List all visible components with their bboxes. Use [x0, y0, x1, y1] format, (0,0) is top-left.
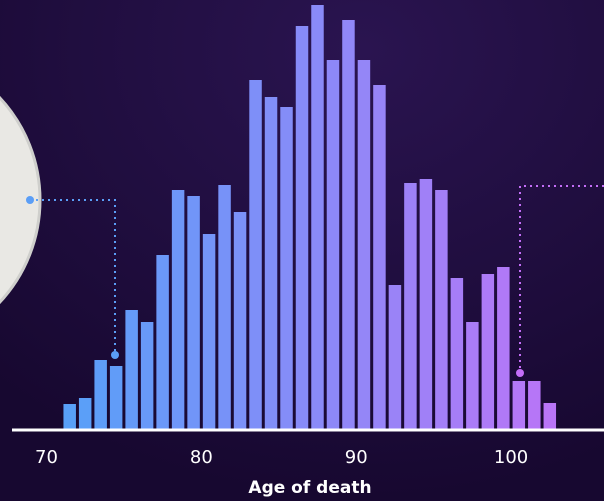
bar — [63, 404, 76, 430]
bar — [435, 190, 448, 430]
x-axis-label: Age of death — [248, 478, 371, 498]
annotation-line — [519, 185, 604, 373]
x-tick-label: 100 — [494, 447, 528, 468]
bar — [78, 398, 92, 430]
bar — [140, 322, 154, 430]
bar — [497, 267, 510, 430]
bar — [202, 234, 216, 430]
bar — [450, 278, 464, 430]
bar — [109, 366, 123, 430]
bar — [357, 60, 371, 430]
bar — [233, 212, 247, 430]
bar — [218, 185, 231, 430]
bar — [373, 85, 386, 430]
bar — [481, 274, 495, 430]
bar — [388, 285, 402, 430]
bar — [342, 20, 355, 430]
bar — [156, 255, 169, 430]
bar — [125, 310, 138, 430]
bar — [543, 403, 557, 430]
bar — [466, 322, 479, 430]
bar — [94, 360, 107, 430]
bar — [171, 190, 185, 430]
bar — [264, 97, 278, 430]
bar — [419, 179, 433, 430]
annotation-dot — [26, 196, 34, 204]
bar — [528, 381, 541, 430]
x-tick-label: 90 — [345, 447, 368, 468]
bar — [187, 196, 200, 430]
annotation-dot — [111, 351, 119, 359]
bar — [326, 60, 340, 430]
annotation-dot — [516, 369, 524, 377]
x-tick-label: 70 — [35, 447, 58, 468]
bar — [311, 5, 324, 430]
bar — [404, 183, 417, 430]
portrait-image — [0, 95, 42, 305]
bar — [280, 107, 293, 430]
bar — [249, 80, 262, 430]
bar — [295, 26, 309, 430]
x-tick-label: 80 — [190, 447, 213, 468]
bar — [512, 381, 526, 430]
annotation-line — [30, 199, 116, 355]
